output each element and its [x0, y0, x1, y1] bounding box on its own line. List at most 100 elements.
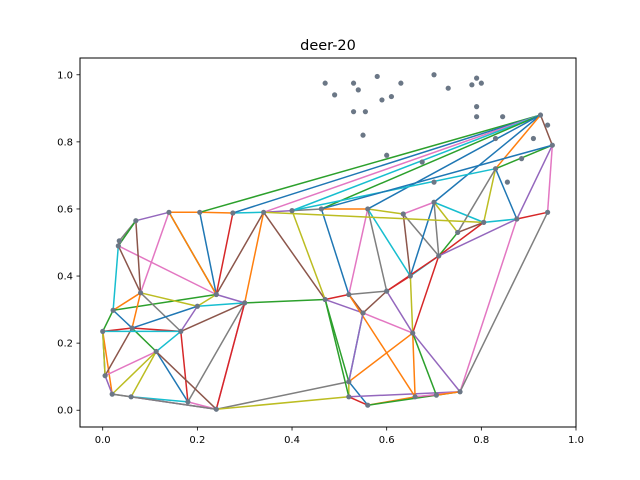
- edges-layer: [101, 114, 554, 410]
- triangulation-edge: [402, 213, 412, 277]
- data-point: [197, 209, 203, 215]
- triangulation-edge: [118, 245, 217, 296]
- triangulation-edge: [244, 298, 326, 304]
- data-point: [379, 97, 385, 103]
- data-point: [500, 114, 506, 120]
- triangulation-edge: [101, 331, 106, 376]
- data-point: [355, 87, 361, 93]
- data-point: [109, 391, 115, 397]
- data-point: [530, 135, 537, 142]
- triangulation-edge: [243, 212, 265, 304]
- triangulation-edge: [321, 144, 553, 210]
- triangulation-edge: [232, 114, 541, 214]
- data-point: [474, 75, 480, 81]
- data-point: [350, 80, 357, 86]
- triangulation-edge: [168, 211, 217, 295]
- triangulation-edge: [348, 391, 461, 398]
- data-point: [398, 80, 404, 86]
- data-point: [350, 109, 357, 115]
- y-tick-label: 0.4: [57, 272, 73, 283]
- data-point: [166, 209, 172, 215]
- triangulation-edge: [291, 210, 326, 300]
- triangulation-edge: [180, 305, 199, 332]
- triangulation-edge: [140, 292, 182, 332]
- triangulation-edge: [216, 396, 349, 410]
- data-point: [261, 209, 267, 215]
- triangulation-edge: [180, 302, 246, 333]
- data-point: [407, 273, 413, 279]
- data-point: [388, 93, 395, 100]
- data-point: [346, 291, 352, 298]
- x-tick-label: 0.4: [284, 435, 300, 446]
- triangulation-edge: [494, 114, 542, 170]
- data-point: [133, 218, 139, 224]
- triangulation-edge: [291, 114, 541, 212]
- triangulation-edge: [263, 114, 541, 214]
- triangulation-edge: [113, 293, 217, 312]
- data-point: [474, 104, 480, 110]
- triangulation-edge: [112, 292, 141, 311]
- triangulation-edge: [180, 331, 189, 402]
- data-point: [153, 348, 159, 355]
- triangulation-edge: [104, 375, 113, 395]
- data-point: [115, 243, 121, 249]
- triangulation-edge: [155, 350, 217, 410]
- y-tick-label: 0.6: [57, 204, 73, 215]
- data-point: [360, 310, 366, 316]
- chart-title: deer-20: [300, 38, 356, 54]
- x-tick-label: 0.0: [95, 435, 111, 446]
- x-tick-label: 0.8: [473, 435, 489, 446]
- data-point: [318, 206, 324, 212]
- x-axis: 0.0 0.2 0.4 0.6 0.8 1.0: [95, 427, 584, 446]
- triangulation-edge: [135, 220, 142, 293]
- triangulation-edge: [411, 333, 416, 397]
- triangulation-edge: [516, 144, 554, 220]
- triangulation-edge: [215, 211, 265, 295]
- triangulation-edge: [101, 331, 113, 395]
- data-point: [537, 112, 544, 118]
- data-point: [492, 135, 499, 142]
- data-point: [481, 219, 487, 225]
- data-point: [102, 373, 108, 379]
- triangulation-edge: [111, 350, 157, 395]
- triangulation-edge: [362, 312, 413, 334]
- data-point: [178, 328, 184, 334]
- data-point: [362, 109, 368, 115]
- triangulation-edge: [130, 351, 157, 398]
- triangulation-edge: [348, 208, 369, 295]
- y-tick-label: 0.0: [57, 406, 73, 417]
- triangulation-edge: [402, 201, 435, 215]
- triangulation-edge: [199, 212, 218, 295]
- triangulation-edge: [436, 391, 461, 396]
- triangulation-edge: [216, 380, 349, 410]
- triangulation-edge: [197, 302, 245, 307]
- triangulation-edge: [348, 396, 369, 406]
- data-point: [213, 291, 219, 298]
- data-point: [445, 85, 451, 91]
- triangulation-edge: [367, 208, 411, 277]
- y-tick-label: 1.0: [57, 70, 73, 81]
- triangulation-edge: [348, 290, 387, 296]
- data-point: [100, 328, 106, 334]
- data-point: [346, 379, 352, 385]
- triangulation-edge: [433, 202, 440, 256]
- triangulation-edge: [495, 144, 553, 170]
- y-tick-label: 0.8: [57, 137, 73, 148]
- data-point: [545, 122, 551, 128]
- triangulation-edge: [433, 114, 541, 203]
- data-point: [431, 199, 437, 205]
- triangulation-edge: [112, 309, 133, 329]
- data-point: [457, 389, 463, 395]
- triangulation-edge: [409, 276, 414, 334]
- data-point: [384, 152, 390, 158]
- data-point: [322, 296, 328, 303]
- triangulation-edge: [386, 290, 414, 334]
- data-point: [110, 307, 116, 313]
- triangulation-edge: [433, 201, 459, 233]
- data-point: [474, 114, 480, 120]
- data-point: [478, 80, 484, 86]
- data-point: [374, 73, 380, 80]
- triangulation-edge: [139, 212, 170, 294]
- triangulation-edge: [199, 211, 233, 214]
